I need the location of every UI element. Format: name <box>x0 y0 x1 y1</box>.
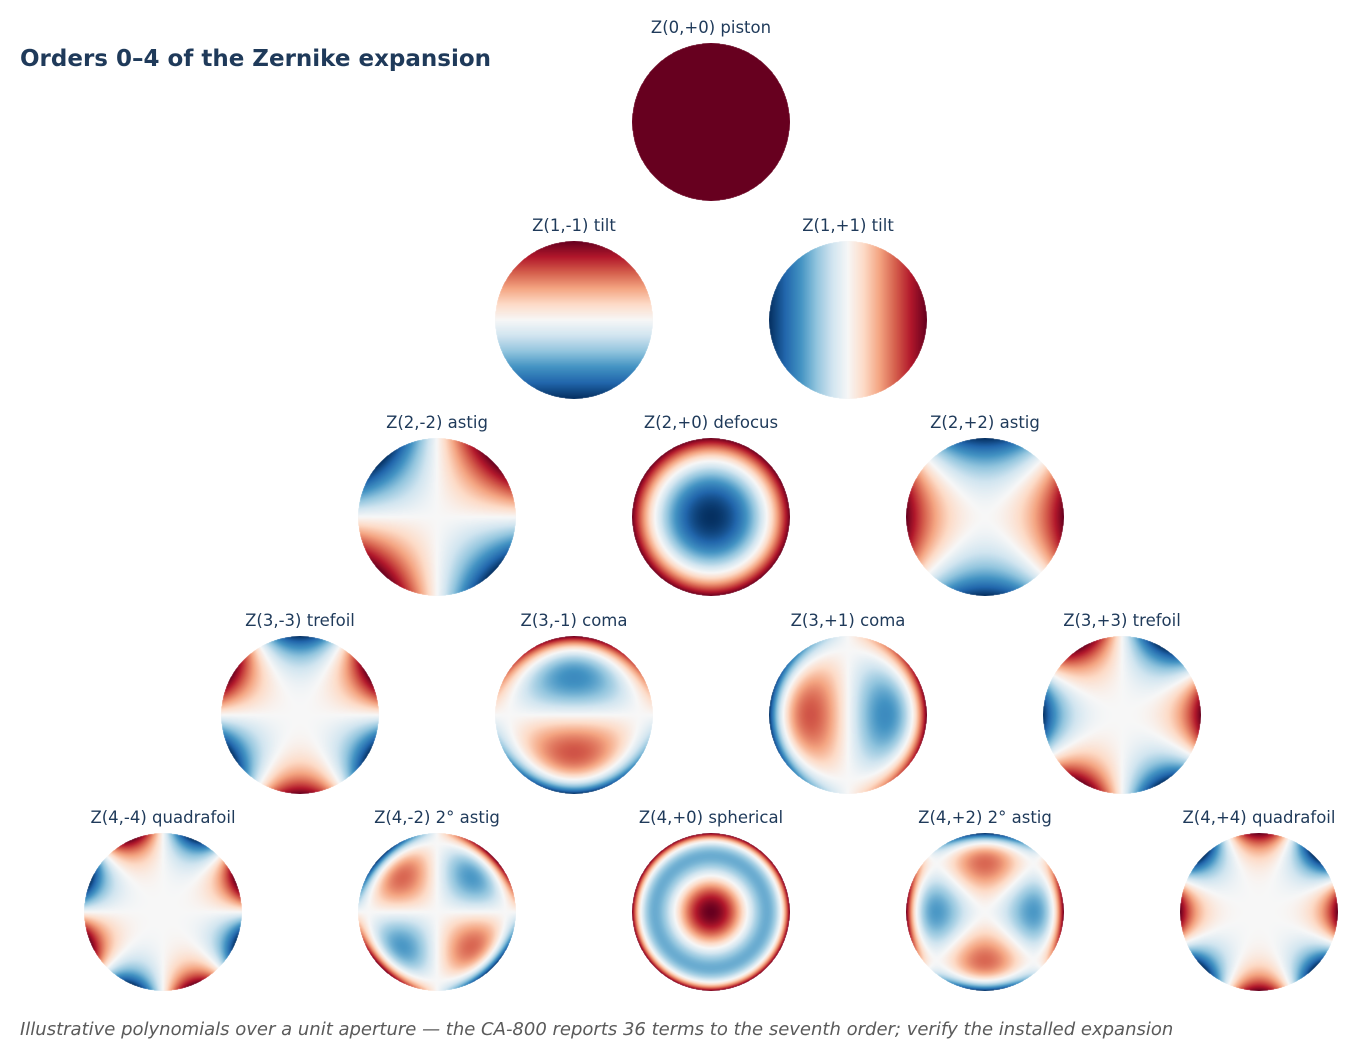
zernike-term: Z(1,+1) tilt <box>708 215 988 399</box>
term-label: Z(4,+0) spherical <box>638 808 784 827</box>
wavefront-disk <box>1043 635 1201 794</box>
wavefront-disk <box>769 635 927 794</box>
wavefront-disk <box>632 43 790 201</box>
zernike-term: Z(4,-2) 2° astig <box>297 807 577 991</box>
zernike-term: Z(3,+3) trefoil <box>982 610 1262 794</box>
wavefront-disk <box>358 438 516 596</box>
term-label: Z(4,-2) 2° astig <box>374 808 500 827</box>
zernike-term: Z(3,-1) coma <box>434 610 714 794</box>
zernike-term: Z(1,-1) tilt <box>434 215 714 399</box>
term-label: Z(3,+3) trefoil <box>1063 610 1181 630</box>
zernike-pyramid: Z(0,+0) piston Z(1,-1) tilt Z(1,+1) tilt Z(… <box>23 17 1361 991</box>
term-label: Z(3,+1) coma <box>790 610 906 630</box>
wavefront-disk <box>906 438 1064 596</box>
figure-caption: Illustrative polynomials over a unit ape… <box>20 1019 1174 1040</box>
wavefront-disk <box>84 833 242 991</box>
zernike-term: Z(4,+2) 2° astig <box>845 807 1125 991</box>
zernike-term: Z(2,+0) defocus <box>571 412 851 596</box>
zernike-term: Z(2,-2) astig <box>297 412 577 596</box>
term-label: Z(4,+4) quadrafoil <box>1182 808 1336 827</box>
wavefront-disk <box>632 833 790 991</box>
wavefront-disk <box>769 240 927 399</box>
term-label: Z(3,-3) trefoil <box>245 610 355 630</box>
wavefront-disk <box>906 833 1064 991</box>
term-label: Z(1,+1) tilt <box>802 215 894 235</box>
wavefront-disk <box>1180 833 1338 991</box>
zernike-term: Z(0,+0) piston <box>571 17 851 201</box>
wavefront-disk <box>632 438 790 596</box>
wavefront-disk <box>358 833 516 991</box>
term-label: Z(3,-1) coma <box>520 610 628 630</box>
term-label: Z(2,+0) defocus <box>643 413 779 432</box>
term-label: Z(4,-4) quadrafoil <box>90 808 236 827</box>
term-label: Z(2,+2) astig <box>930 413 1040 432</box>
wavefront-disk <box>495 635 653 794</box>
term-label: Z(0,+0) piston <box>650 18 772 37</box>
zernike-term: Z(4,-4) quadrafoil <box>23 807 303 991</box>
zernike-term: Z(3,-3) trefoil <box>160 610 440 794</box>
zernike-term: Z(4,+0) spherical <box>571 807 851 991</box>
wavefront-disk <box>221 635 379 794</box>
zernike-term: Z(3,+1) coma <box>708 610 988 794</box>
term-label: Z(4,+2) 2° astig <box>918 808 1052 827</box>
term-label: Z(2,-2) astig <box>386 413 488 432</box>
term-label: Z(1,-1) tilt <box>532 215 616 235</box>
zernike-term: Z(2,+2) astig <box>845 412 1125 596</box>
zernike-term: Z(4,+4) quadrafoil <box>1119 807 1361 991</box>
wavefront-disk <box>495 240 653 399</box>
figure-title: Orders 0–4 of the Zernike expansion <box>20 46 492 72</box>
